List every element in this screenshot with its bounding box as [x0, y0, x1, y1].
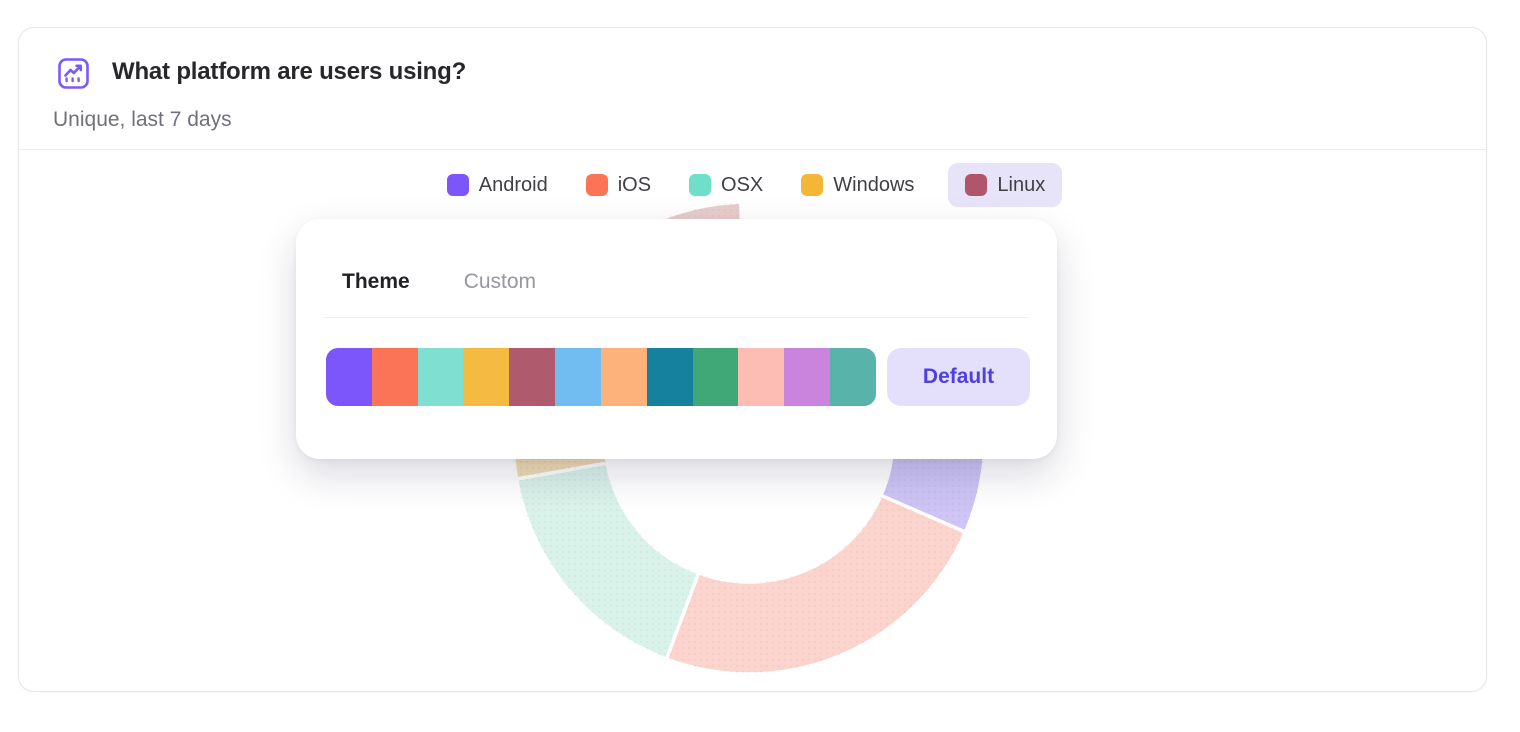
legend-item-osx[interactable]: OSX	[685, 163, 767, 207]
palette-color-2[interactable]	[371, 348, 418, 406]
card-subtitle: Unique, last 7 days	[53, 108, 232, 131]
palette-color-6[interactable]	[555, 348, 601, 406]
palette-color-10[interactable]	[738, 348, 785, 406]
legend-swatch-icon	[585, 174, 608, 196]
tab-theme[interactable]: Theme	[342, 270, 410, 293]
legend-label: Windows	[833, 173, 915, 196]
line-chart-icon	[58, 58, 89, 89]
page-title: What platform are users using?	[112, 58, 467, 85]
legend-swatch-icon	[689, 174, 712, 196]
header-divider	[19, 149, 1486, 150]
legend-label: Linux	[997, 173, 1046, 196]
legend-label: iOS	[617, 173, 652, 196]
palette-color-3[interactable]	[417, 348, 464, 406]
analytics-card: What platform are users using? Unique, l…	[18, 27, 1487, 692]
palette-color-7[interactable]	[600, 348, 647, 406]
donut-segment-dots-texture	[666, 495, 966, 674]
legend-item-ios[interactable]: iOS	[582, 163, 655, 207]
legend-item-linux[interactable]: Linux	[948, 163, 1063, 207]
color-theme-popover: Theme Custom Default	[296, 219, 1057, 459]
palette-color-12[interactable]	[830, 348, 876, 406]
palette-color-1[interactable]	[326, 348, 372, 406]
legend-swatch-icon	[965, 174, 988, 196]
chart-legend: Android iOS OSX Windows Linux	[19, 163, 1486, 207]
tab-custom[interactable]: Custom	[463, 270, 537, 293]
palette-color-11[interactable]	[784, 348, 831, 406]
palette-color-8[interactable]	[646, 348, 693, 406]
popover-tabs: Theme Custom	[342, 270, 536, 294]
palette-color-9[interactable]	[692, 348, 739, 406]
legend-label: OSX	[721, 173, 764, 196]
legend-swatch-icon	[446, 174, 469, 196]
legend-item-android[interactable]: Android	[443, 163, 552, 207]
popover-divider	[323, 317, 1029, 318]
theme-palette-strip[interactable]	[326, 348, 876, 406]
legend-swatch-icon	[801, 174, 824, 196]
palette-color-4[interactable]	[463, 348, 510, 406]
palette-color-5[interactable]	[509, 348, 556, 406]
legend-item-windows[interactable]: Windows	[797, 163, 918, 207]
legend-label: Android	[478, 173, 548, 196]
donut-segment-dots-texture	[516, 463, 699, 660]
default-theme-button[interactable]: Default	[887, 348, 1030, 406]
